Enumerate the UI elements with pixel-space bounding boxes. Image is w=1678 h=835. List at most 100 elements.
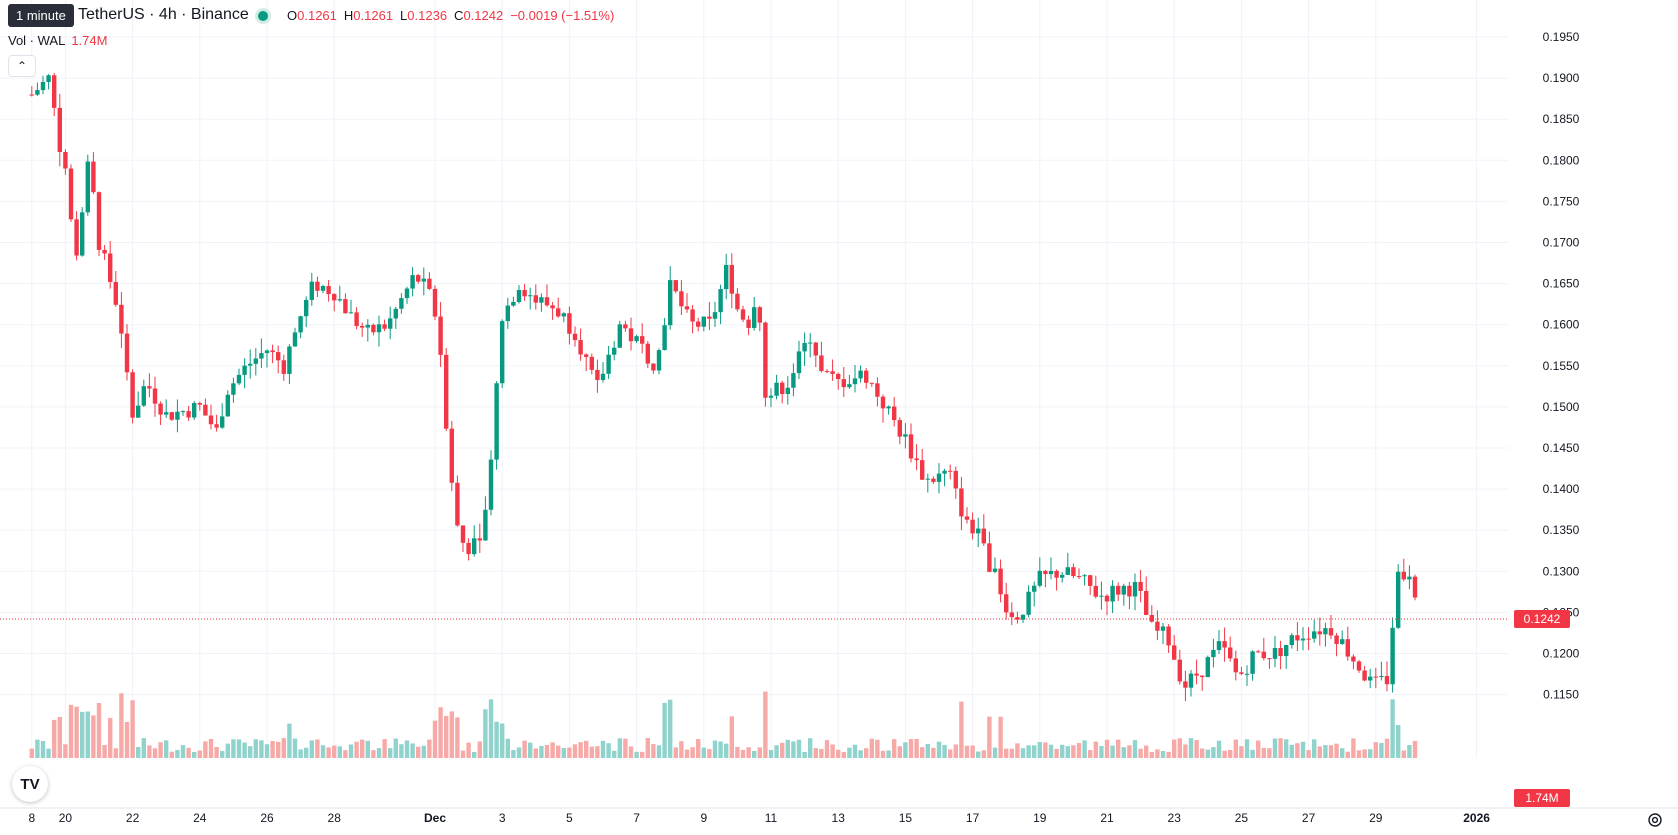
candle-body[interactable] <box>892 406 897 421</box>
candle-body[interactable] <box>1345 639 1350 657</box>
candle-body[interactable] <box>1323 628 1328 635</box>
candle-body[interactable] <box>1407 576 1412 580</box>
candle-body[interactable] <box>85 161 90 213</box>
candle-body[interactable] <box>1384 676 1390 685</box>
candle-body[interactable] <box>1149 614 1154 622</box>
candle-body[interactable] <box>29 94 34 96</box>
candle-body[interactable] <box>1155 621 1160 631</box>
candle-body[interactable] <box>292 332 298 347</box>
candle-body[interactable] <box>304 299 309 317</box>
candle-body[interactable] <box>707 316 712 319</box>
candle-body[interactable] <box>880 396 886 409</box>
candle-body[interactable] <box>253 358 258 364</box>
candle-body[interactable] <box>511 301 516 306</box>
candle-body[interactable] <box>1216 641 1222 650</box>
candle-body[interactable] <box>987 543 992 572</box>
candle-body[interactable] <box>1300 638 1306 641</box>
candle-body[interactable] <box>404 288 410 299</box>
candle-body[interactable] <box>1144 590 1149 615</box>
candle-body[interactable] <box>1317 631 1322 635</box>
candle-body[interactable] <box>449 428 454 483</box>
candle-body[interactable] <box>522 289 527 297</box>
candle-body[interactable] <box>628 328 634 342</box>
candle-body[interactable] <box>774 382 779 396</box>
candle-body[interactable] <box>248 363 253 366</box>
candle-body[interactable] <box>696 321 701 327</box>
candle-body[interactable] <box>992 568 998 572</box>
candle-body[interactable] <box>724 264 729 290</box>
candle-body[interactable] <box>572 333 578 341</box>
candle-body[interactable] <box>1088 575 1093 586</box>
candle-body[interactable] <box>1188 673 1194 688</box>
candle-body[interactable] <box>578 340 583 355</box>
candle-body[interactable] <box>556 308 561 317</box>
candle-body[interactable] <box>136 405 141 418</box>
candle-body[interactable] <box>348 312 354 314</box>
candle-body[interactable] <box>488 459 494 510</box>
candle-body[interactable] <box>684 306 690 310</box>
candle-body[interactable] <box>203 404 208 416</box>
candle-body[interactable] <box>959 488 964 517</box>
candle-body[interactable] <box>712 312 718 319</box>
candle-body[interactable] <box>1351 656 1356 662</box>
candle-body[interactable] <box>1194 673 1199 676</box>
candle-body[interactable] <box>1228 647 1233 659</box>
candle-body[interactable] <box>819 355 824 372</box>
candle-body[interactable] <box>460 525 466 543</box>
candle-body[interactable] <box>35 90 40 95</box>
candle-body[interactable] <box>936 473 942 482</box>
candle-body[interactable] <box>886 406 891 409</box>
candle-body[interactable] <box>701 316 706 327</box>
candle-body[interactable] <box>382 324 387 329</box>
candle-body[interactable] <box>561 313 566 317</box>
candle-body[interactable] <box>1396 571 1401 628</box>
candle-body[interactable] <box>1239 672 1244 674</box>
candle-body[interactable] <box>164 412 169 415</box>
candle-body[interactable] <box>718 289 723 313</box>
tradingview-logo-icon[interactable]: TV <box>12 766 48 802</box>
candle-body[interactable] <box>1362 670 1367 681</box>
symbol-title[interactable]: TetherUS · 4h · Binance <box>78 6 249 23</box>
candle-body[interactable] <box>287 346 292 374</box>
candle-body[interactable] <box>57 107 62 152</box>
candle-body[interactable] <box>309 281 314 300</box>
candle-body[interactable] <box>1289 635 1294 646</box>
candle-body[interactable] <box>976 528 981 534</box>
candle-body[interactable] <box>102 249 107 254</box>
candle-body[interactable] <box>595 369 600 380</box>
candle-body[interactable] <box>914 458 919 461</box>
candle-body[interactable] <box>617 324 622 348</box>
candle-body[interactable] <box>1272 647 1278 659</box>
candle-body[interactable] <box>130 372 135 418</box>
candle-body[interactable] <box>1334 635 1339 644</box>
candle-body[interactable] <box>746 319 751 328</box>
candle-body[interactable] <box>376 324 382 333</box>
candle-body[interactable] <box>410 275 415 289</box>
candle-body[interactable] <box>1183 681 1188 688</box>
candle-body[interactable] <box>1284 645 1289 657</box>
candle-body[interactable] <box>231 383 236 395</box>
candle-body[interactable] <box>281 360 286 374</box>
collapse-legend-button[interactable]: ⌃ <box>8 55 36 77</box>
candle-body[interactable] <box>662 325 667 351</box>
candle-body[interactable] <box>1295 635 1300 641</box>
candle-body[interactable] <box>1267 658 1272 660</box>
candle-body[interactable] <box>1048 570 1054 575</box>
gear-icon[interactable] <box>1646 811 1664 829</box>
candle-body[interactable] <box>152 388 158 404</box>
candle-body[interactable] <box>113 281 118 305</box>
candle-body[interactable] <box>1121 585 1126 595</box>
candle-body[interactable] <box>180 411 186 413</box>
candle-body[interactable] <box>1278 647 1283 657</box>
candle-body[interactable] <box>679 291 684 307</box>
candle-body[interactable] <box>516 289 522 302</box>
candle-body[interactable] <box>1261 651 1266 659</box>
candle-body[interactable] <box>141 386 146 406</box>
candle-body[interactable] <box>1071 567 1076 577</box>
candle-body[interactable] <box>964 516 970 520</box>
candle-body[interactable] <box>1116 585 1121 595</box>
candle-body[interactable] <box>612 347 617 355</box>
candle-body[interactable] <box>432 288 438 317</box>
candle-body[interactable] <box>1037 570 1042 586</box>
